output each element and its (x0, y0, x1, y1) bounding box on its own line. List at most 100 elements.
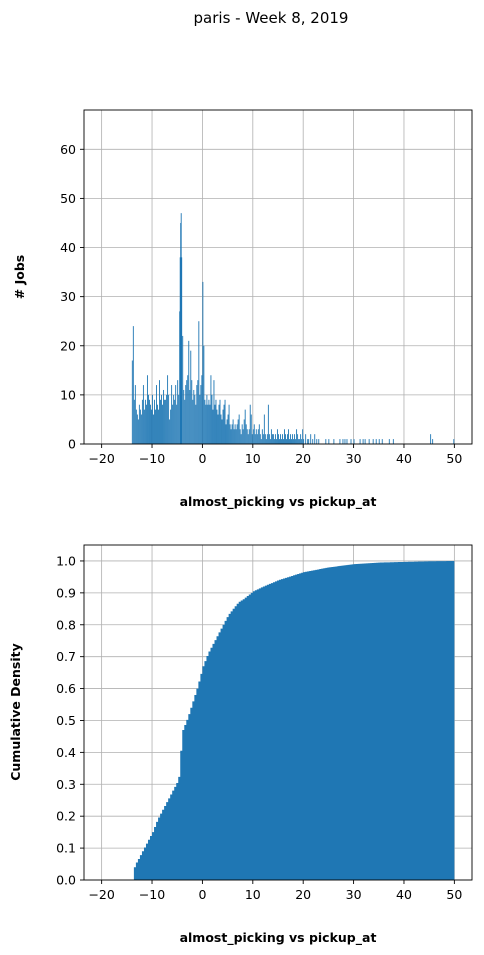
y-tick-label: 10 (60, 387, 76, 402)
histogram-bar (137, 419, 139, 444)
histogram-bar (219, 399, 221, 444)
histogram-bar (261, 429, 263, 444)
histogram-bar (292, 434, 294, 444)
y-tick-label: 0.3 (56, 777, 76, 792)
histogram-bar (136, 414, 138, 444)
histogram-bar (225, 424, 227, 444)
histogram-bar (298, 439, 300, 444)
histogram-bar (150, 404, 151, 444)
x-tick-label: 10 (245, 887, 261, 902)
y-tick-label: 50 (60, 191, 76, 206)
histogram-bar (293, 439, 295, 444)
histogram-bar (160, 399, 161, 444)
histogram-bar (135, 409, 137, 444)
histogram-bar (188, 340, 190, 444)
x-tick-label: −10 (139, 451, 165, 466)
y-tick-label: 0.8 (56, 617, 76, 632)
histogram-bar (250, 414, 252, 444)
histogram-bar (216, 409, 218, 444)
histogram-bar (344, 439, 346, 444)
y-tick-label: 0.1 (56, 841, 76, 856)
histogram-bar (171, 385, 173, 444)
histogram-bar (392, 439, 394, 444)
histogram-bar (305, 434, 307, 444)
histogram-bar (248, 429, 250, 444)
histogram-bar (224, 399, 226, 444)
histogram-bar (375, 439, 377, 444)
histogram-bar (218, 404, 220, 444)
histogram-bar (325, 439, 327, 444)
histogram-bar (353, 439, 355, 444)
histogram-bar (339, 439, 341, 444)
histogram-bar (195, 404, 197, 444)
histogram-bar (189, 389, 191, 444)
histogram-bar (183, 389, 185, 444)
histogram-bar (251, 434, 253, 444)
histogram-plot: −20 −10 0 10 20 30 40 50 0 10 20 30 40 50 60 almost_pic… (12, 109, 473, 510)
histogram-bar (316, 439, 318, 444)
histogram-bar (231, 424, 233, 444)
x-axis-label: almost_picking vs pickup_at (180, 930, 377, 946)
histogram-bar (242, 429, 244, 444)
histogram-bar (214, 404, 216, 444)
histogram-bar (252, 429, 254, 444)
histogram-bar (243, 419, 245, 444)
x-tick-label: 0 (198, 887, 206, 902)
cumulative-area (131, 560, 455, 880)
histogram-bar (233, 429, 235, 444)
histogram-bar (153, 414, 154, 444)
histogram-bar (278, 434, 279, 444)
histogram-bar (258, 424, 260, 444)
histogram-bar (152, 394, 153, 444)
histogram-bar (142, 385, 144, 444)
histogram-bar (263, 414, 265, 444)
histogram-bar (179, 311, 181, 444)
histogram-bar (257, 429, 259, 444)
y-tick-label: 0 (68, 437, 76, 452)
histogram-bar (255, 429, 257, 444)
histogram-bar (287, 434, 288, 444)
histogram-bar (167, 375, 169, 444)
histogram-bar (264, 434, 266, 444)
histogram-bar (302, 429, 304, 444)
histogram-bar (180, 222, 182, 444)
histogram-bar (223, 404, 225, 444)
histogram-bar (193, 389, 195, 444)
histogram-bar (213, 380, 215, 444)
histogram-bar (235, 429, 237, 444)
histogram-bar (174, 399, 176, 444)
histogram-bar (388, 439, 390, 444)
histogram-bar (232, 419, 234, 444)
histogram-bar (350, 439, 352, 444)
y-tick-label: 40 (60, 240, 76, 255)
histogram-bar (173, 394, 175, 444)
histogram-bar (198, 321, 200, 444)
histogram-bar (169, 419, 171, 444)
histogram-bar (179, 257, 181, 444)
y-tick-label: 20 (60, 338, 76, 353)
histogram-bar (161, 394, 162, 444)
histogram-bar (240, 434, 242, 444)
histogram-bar (280, 434, 281, 444)
histogram-bar (282, 434, 283, 444)
histogram-bar (168, 394, 170, 444)
histogram-bar (146, 375, 148, 444)
histogram-bar (286, 439, 287, 444)
histogram-bar (259, 434, 261, 444)
histogram-bar (157, 404, 158, 444)
histogram-bar (145, 404, 147, 444)
histogram-bar (299, 439, 301, 444)
histogram-bar (300, 434, 302, 444)
histogram-bar (262, 434, 264, 444)
histogram-bar (297, 434, 299, 444)
histogram-bar (140, 414, 142, 444)
histogram-bar (256, 434, 258, 444)
histogram-bar (359, 439, 361, 444)
x-tick-label: 30 (346, 887, 362, 902)
histogram-bar (312, 439, 314, 444)
axes-frame (83, 109, 473, 445)
histogram-bar (192, 399, 194, 444)
histogram-bar (201, 375, 203, 444)
histogram-bar (221, 419, 223, 444)
histogram-bar (206, 394, 208, 444)
